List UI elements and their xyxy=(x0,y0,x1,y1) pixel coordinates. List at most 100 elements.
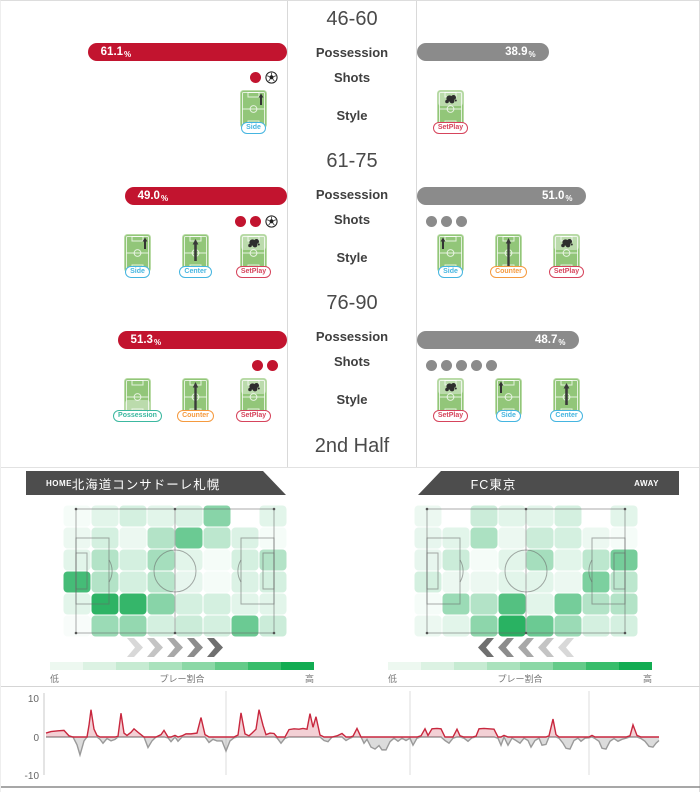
shots-row-away xyxy=(417,210,700,232)
heatmap-cell xyxy=(554,593,582,615)
style-pill: SetPlay xyxy=(432,410,469,422)
heatmap-cell xyxy=(470,615,498,637)
shot-dot xyxy=(426,215,437,227)
possession-bar-row: 51.0% xyxy=(417,182,700,210)
heatmap-cell xyxy=(470,593,498,615)
style-card-side: Side xyxy=(240,90,267,134)
legend-mid-label: プレー割合 xyxy=(159,674,205,684)
heatmap-cell xyxy=(610,505,638,527)
heatmap-cell xyxy=(203,527,231,549)
heatmap-cell xyxy=(175,505,203,527)
ytick-neg10: -10 xyxy=(25,771,40,782)
possession-bar-row: 38.9% xyxy=(417,38,700,66)
period-label: 76-90 xyxy=(326,292,378,314)
heatmap-cell xyxy=(442,549,470,571)
spacer xyxy=(1,1,287,38)
possession-bar-home: 61.1% xyxy=(87,43,287,61)
shots-row-home xyxy=(1,66,287,88)
legend-gradient-step xyxy=(182,662,215,670)
center-attack-arrow xyxy=(563,383,570,405)
ytick-0: 0 xyxy=(33,733,39,744)
legend-labels: 低 プレー割合 高 xyxy=(388,672,652,685)
legend-gradient-step xyxy=(553,662,586,670)
shots-row-away xyxy=(417,354,700,376)
chevron-icon xyxy=(127,638,143,657)
chevron-icon xyxy=(558,638,574,657)
style-pill: Side xyxy=(241,122,266,134)
possession-bar-row: 61.1% xyxy=(1,38,287,66)
heatmap-cell xyxy=(259,505,287,527)
heatmap-cell xyxy=(203,505,231,527)
style-pill: Side xyxy=(438,266,463,278)
heatmap-cell xyxy=(498,593,526,615)
side-attack-arrow xyxy=(498,381,504,393)
shot-dot xyxy=(267,359,278,371)
chevron-icon xyxy=(147,638,163,657)
style-card-possession: Possession xyxy=(113,378,162,422)
legend-low-label: 低 xyxy=(388,674,398,684)
momentum-chart-svg: 10 0 -10 xyxy=(1,686,700,788)
setplay-cluster-icon xyxy=(445,95,457,104)
heatmap-cell xyxy=(582,549,610,571)
heatmap-cell xyxy=(610,615,638,637)
legend-gradient-step xyxy=(520,662,553,670)
half-label: 2nd Half xyxy=(314,434,390,457)
style-card-center: Center xyxy=(179,234,212,278)
heatmap-cell xyxy=(259,615,287,637)
heatmap-cell xyxy=(203,615,231,637)
possession-row-label: Possession xyxy=(315,328,389,344)
heatmap-cell xyxy=(175,571,203,593)
heatmap-cell xyxy=(63,571,91,593)
heatmap-cell xyxy=(414,505,442,527)
home-stats-column: 61.1% Side 49.0% Side Center SetPlay 51.3%… xyxy=(1,1,287,467)
heatmap-cell xyxy=(175,549,203,571)
legend-gradient-step xyxy=(149,662,182,670)
home-team-name: 北海道コンサドーレ札幌 xyxy=(71,477,221,492)
style-card-side: Side xyxy=(437,234,464,278)
possession-bar-away: 48.7% xyxy=(417,331,579,349)
period-label: 46-60 xyxy=(326,8,378,30)
style-pill: Center xyxy=(179,266,212,278)
heatmap-cell xyxy=(147,527,175,549)
heatmap-cell xyxy=(414,549,442,571)
shot-dot xyxy=(235,215,246,227)
heatmap-cell xyxy=(582,615,610,637)
heatmap-cell xyxy=(526,593,554,615)
home-tag: HOME xyxy=(46,478,72,488)
style-card-setplay: SetPlay xyxy=(432,90,469,134)
legend-gradient-step xyxy=(116,662,149,670)
legend-gradient xyxy=(388,662,652,670)
shots-row-home xyxy=(1,210,287,232)
pitch-corner-marks xyxy=(425,507,627,635)
heatmap-cell xyxy=(259,549,287,571)
heatmap-cell xyxy=(203,549,231,571)
legend-labels: 低 プレー割合 高 xyxy=(50,672,314,685)
percent-sign: % xyxy=(153,338,162,347)
away-attack-direction-arrows xyxy=(414,638,638,657)
legend-gradient-step xyxy=(281,662,314,670)
possession-value: 51.3 xyxy=(130,334,153,346)
home-team-banner: HOME 北海道コンサドーレ札幌 xyxy=(26,471,286,495)
away-momentum-area xyxy=(46,737,659,755)
heatmap-cell xyxy=(554,571,582,593)
heatmap-cell xyxy=(91,615,119,637)
heatmap-cell xyxy=(147,549,175,571)
away-team-name: FC東京 xyxy=(470,477,517,492)
heatmap-cell xyxy=(498,615,526,637)
legend-gradient-step xyxy=(83,662,116,670)
heatmap-cell xyxy=(231,615,259,637)
away-team-banner: FC東京 AWAY xyxy=(418,471,679,495)
style-pill: Possession xyxy=(113,410,162,422)
period-labels-column: 46-60 Possession Shots Style 61-75 Possession… xyxy=(287,1,417,467)
heatmap-cell xyxy=(147,571,175,593)
heatmap-cell xyxy=(526,527,554,549)
shot-dot xyxy=(252,359,263,371)
heatmap-cell xyxy=(231,571,259,593)
legend-gradient-step xyxy=(454,662,487,670)
away-stats-column: 38.9% SetPlay 51.0% Side Counter SetPlay 4… xyxy=(417,1,700,467)
chevron-icon xyxy=(518,638,534,657)
home-momentum-area xyxy=(46,709,659,737)
shots-row-label: Shots xyxy=(333,353,371,369)
legend-gradient-step xyxy=(388,662,421,670)
